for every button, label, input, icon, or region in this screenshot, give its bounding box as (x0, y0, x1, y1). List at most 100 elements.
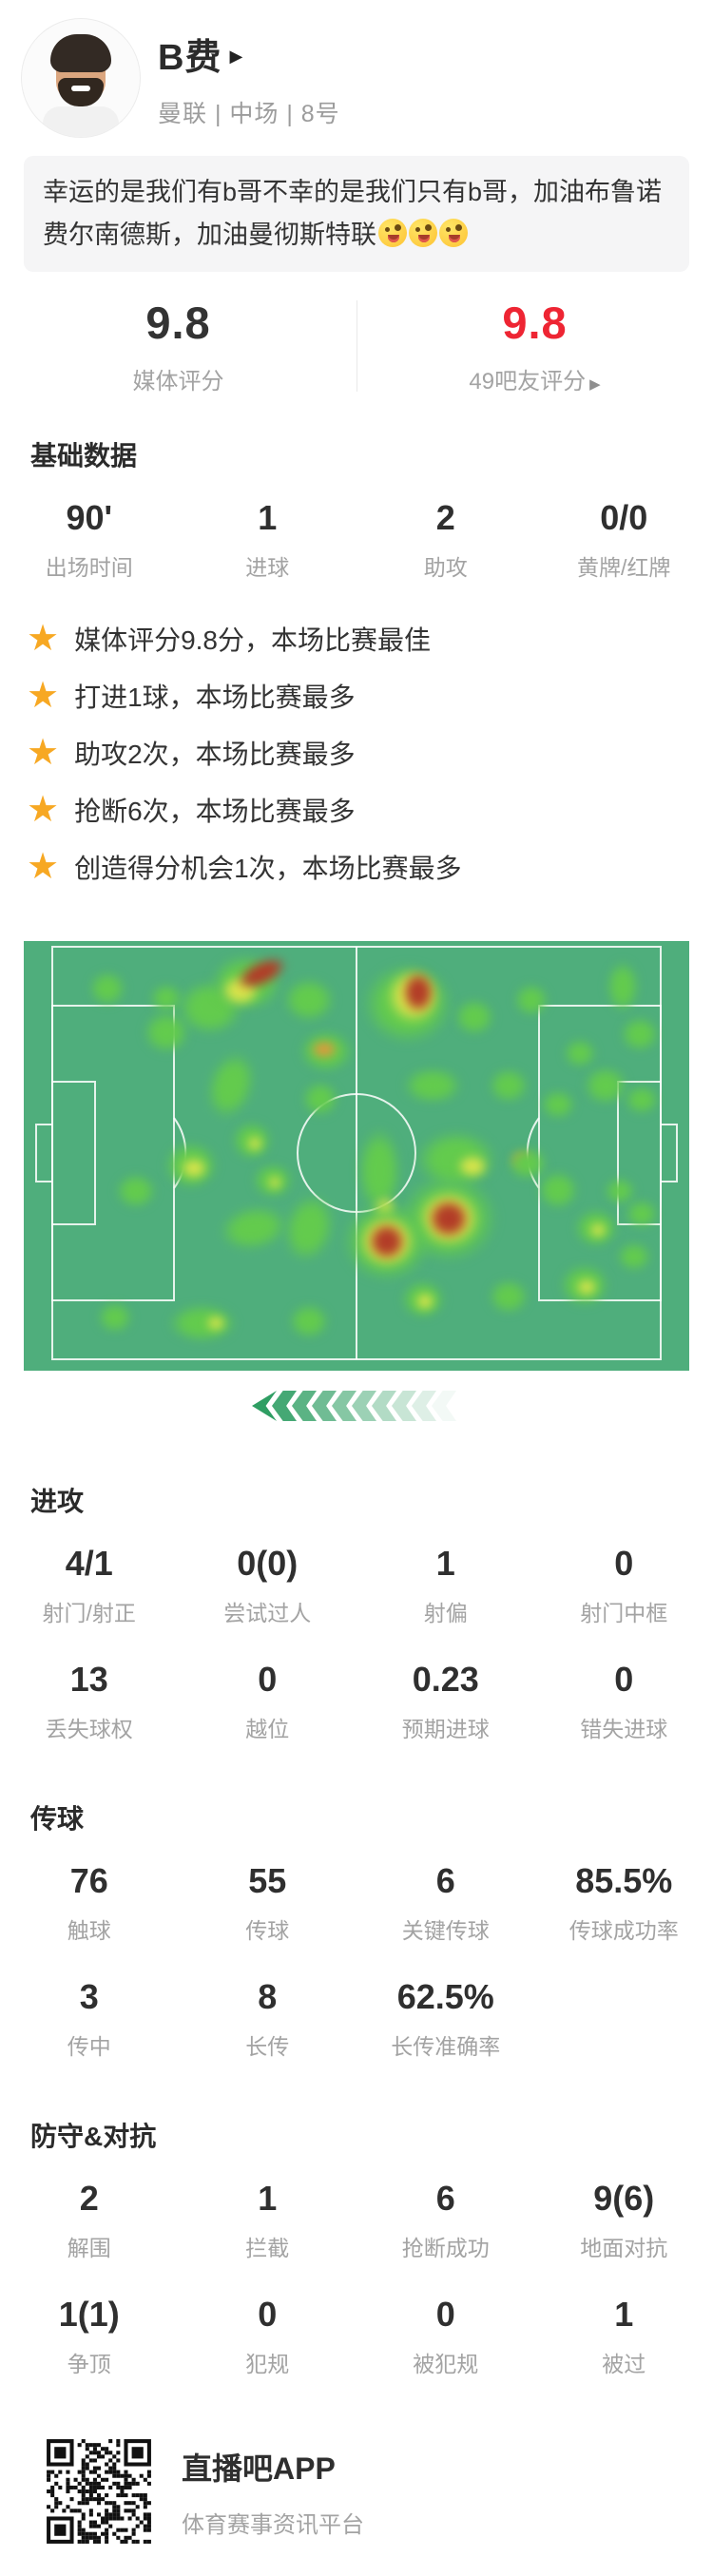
attack-direction-arrows (0, 1390, 713, 1422)
heat-blob (181, 1158, 207, 1179)
app-tagline: 体育赛事资讯平台 (182, 2506, 364, 2539)
heat-blob (403, 1067, 462, 1104)
app-footer: 直播吧APP 体育赛事资讯平台 (43, 2435, 713, 2547)
heat-blob (584, 1067, 627, 1105)
heat-blob (576, 1278, 597, 1296)
qr-code (43, 2435, 155, 2547)
media-rating: 9.8 媒体评分 (0, 297, 356, 403)
heat-blob (626, 1200, 658, 1228)
zany-emoji (378, 219, 407, 247)
player-team-line: 曼联 | 中场 | 8号 (158, 95, 340, 129)
fan-comment-text: 幸运的是我们有b哥不幸的是我们只有b哥，加油布鲁诺费尔南德斯，加油曼彻斯特联 (43, 178, 662, 249)
avatar-beard (58, 78, 104, 106)
heat-blob (402, 971, 434, 1013)
heat-blob (617, 1242, 651, 1271)
heat-blob (508, 1147, 548, 1180)
heat-blob (489, 1279, 529, 1314)
heat-blob (541, 1090, 575, 1119)
fans-rating-label: 49吧友评分▶ (356, 362, 713, 395)
section-title-basic: 基础数据 (30, 435, 713, 473)
stat-ground-duels: 9(6)地面对抗 (535, 2179, 713, 2262)
section-title-defense: 防守&对抗 (30, 2116, 713, 2154)
stat-dribbles: 0(0)尝试过人 (179, 1544, 357, 1627)
fans-rating[interactable]: 9.8 49吧友评分▶ (356, 297, 713, 403)
heat-blob (514, 984, 549, 1016)
chevron-left-icon (432, 1391, 456, 1421)
stat-aerial-duels: 1(1)争顶 (0, 2295, 179, 2378)
heat-blob (98, 1302, 132, 1333)
heat-blob (454, 999, 494, 1035)
player-name-row[interactable]: B费 ▶ (158, 28, 340, 80)
avatar-shirt (43, 106, 119, 138)
heat-blob (116, 1174, 156, 1208)
heat-blob (415, 1293, 434, 1310)
avatar-mouth (71, 86, 90, 91)
heat-blob (538, 1171, 578, 1209)
fans-rating-value: 9.8 (356, 297, 713, 349)
heat-blob (206, 1316, 225, 1331)
highlight-item: ★抢断6次，本场比赛最多 (27, 791, 713, 829)
highlight-item: ★助攻2次，本场比赛最多 (27, 734, 713, 772)
player-name: B费 (158, 28, 222, 80)
highlight-item: ★打进1球，本场比赛最多 (27, 677, 713, 715)
heat-blob (605, 1178, 635, 1204)
media-rating-label: 媒体评分 (0, 362, 356, 395)
section-title-attack: 进攻 (30, 1481, 713, 1519)
star-icon: ★ (27, 679, 59, 713)
heat-blob (368, 1222, 406, 1260)
star-icon: ★ (27, 793, 59, 827)
stat-minutes: 90'出场时间 (0, 498, 179, 582)
heat-blob (247, 1136, 262, 1151)
heat-blob (311, 1041, 337, 1058)
highlights-list: ★媒体评分9.8分，本场比赛最佳 ★打进1球，本场比赛最多 ★助攻2次，本场比赛… (27, 620, 713, 886)
player-header: B费 ▶ 曼联 | 中场 | 8号 (0, 0, 713, 141)
highlight-item: ★创造得分机会1次，本场比赛最多 (27, 848, 713, 886)
highlight-item: ★媒体评分9.8分，本场比赛最佳 (27, 620, 713, 658)
ratings-row: 9.8 媒体评分 9.8 49吧友评分▶ (0, 297, 713, 403)
zany-emoji (439, 219, 468, 247)
heat-blob (268, 1176, 281, 1189)
player-avatar (21, 18, 141, 138)
heat-blob (489, 1068, 529, 1103)
zany-emoji-group (376, 231, 468, 247)
heat-blob (428, 1199, 470, 1239)
heat-blob (457, 1155, 488, 1178)
zany-emoji (409, 219, 437, 247)
section-title-passing: 传球 (30, 1798, 713, 1836)
heat-blob (302, 1082, 338, 1116)
heat-blob (89, 971, 125, 1006)
star-icon: ★ (27, 736, 59, 770)
heat-blob (625, 1086, 659, 1114)
star-icon: ★ (27, 850, 59, 884)
heat-blob (283, 978, 335, 1022)
stat-pass-accuracy: 85.5%传球成功率 (535, 1861, 713, 1945)
heat-blob (589, 1222, 607, 1238)
heat-blob (289, 1304, 329, 1338)
position-heatmap (24, 941, 689, 1371)
ratings-divider (356, 300, 357, 392)
heat-blob (564, 1039, 596, 1067)
heat-blob (621, 1017, 659, 1051)
